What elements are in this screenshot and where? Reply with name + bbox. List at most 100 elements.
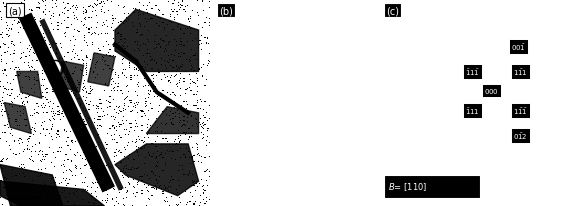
Point [285,110,294,113]
Point [283,117,293,120]
Point [516,89,525,92]
Point [268,59,277,63]
Polygon shape [4,103,31,134]
Point [516,180,525,183]
Point [278,100,287,103]
Text: $\bar{1}1\bar{1}$: $\bar{1}1\bar{1}$ [465,67,480,77]
Point [286,119,295,122]
Point [269,69,278,73]
Point [513,64,523,68]
Point [272,71,281,74]
Text: (b): (b) [219,6,233,16]
Point [407,64,416,68]
Point [487,108,496,111]
Point [293,159,302,162]
Point [288,127,297,130]
Point [285,115,294,118]
Point [279,94,289,97]
Text: $0\bar{1}2$: $0\bar{1}2$ [513,131,528,141]
Point [291,133,300,136]
Point [286,127,295,130]
Point [295,149,304,152]
Polygon shape [59,62,83,93]
Point [285,116,294,119]
Text: $00\bar{1}$: $00\bar{1}$ [511,42,526,53]
Point [275,89,285,92]
Text: $1\bar{1}\bar{1}$: $1\bar{1}\bar{1}$ [512,106,528,116]
Point [273,78,282,81]
Point [290,127,299,130]
Point [286,109,295,113]
Point [277,98,286,102]
Point [282,97,291,100]
Text: $000$: $000$ [484,87,499,96]
Point [273,75,282,78]
Point [290,135,299,139]
Point [286,129,295,132]
Point [291,135,300,138]
Point [275,81,284,85]
Point [285,110,294,114]
Point [276,96,285,99]
Point [290,133,299,136]
Point [269,68,278,71]
Point [464,23,473,26]
Point [288,142,297,145]
Point [269,67,278,71]
Point [283,107,293,111]
Bar [384,175,480,198]
Point [287,122,296,125]
Point [407,105,416,109]
Point [290,155,299,158]
Point [278,95,287,98]
Point [282,107,291,110]
Point [283,124,292,128]
Point [285,119,294,122]
Point [281,97,290,100]
Point [268,67,277,70]
Point [272,58,281,61]
Point [282,98,291,102]
Point [516,128,525,131]
Text: 0.5μm: 0.5μm [10,186,30,191]
Point [464,180,473,183]
Polygon shape [88,54,115,87]
Point [277,84,286,87]
Polygon shape [115,144,199,196]
Point [279,103,288,106]
Point [273,76,282,79]
Point [275,85,285,88]
Text: $\bar{1}11$: $\bar{1}11$ [465,106,479,116]
Point [277,90,286,94]
Polygon shape [16,72,42,99]
Point [293,132,302,135]
Point [277,97,286,100]
Point [287,143,296,146]
Point [291,136,300,140]
Point [468,128,477,131]
Point [439,138,448,142]
Point [280,101,289,104]
Point [282,107,291,110]
Point [277,81,286,85]
Point [274,73,283,77]
Text: (c): (c) [386,6,399,16]
Point [270,72,279,75]
Point [281,108,290,111]
Point [287,124,296,127]
Point [288,126,298,129]
Point [269,72,278,75]
Point [516,23,525,26]
Point [279,104,289,108]
Point [264,57,273,61]
Point [293,137,302,140]
Point [258,48,267,51]
Point [287,113,296,116]
Point [468,89,477,92]
Point [270,74,279,77]
Polygon shape [0,181,105,206]
Text: $B$= [110]: $B$= [110] [388,180,427,192]
Point [269,67,278,70]
Point [273,68,282,71]
Point [279,93,288,96]
